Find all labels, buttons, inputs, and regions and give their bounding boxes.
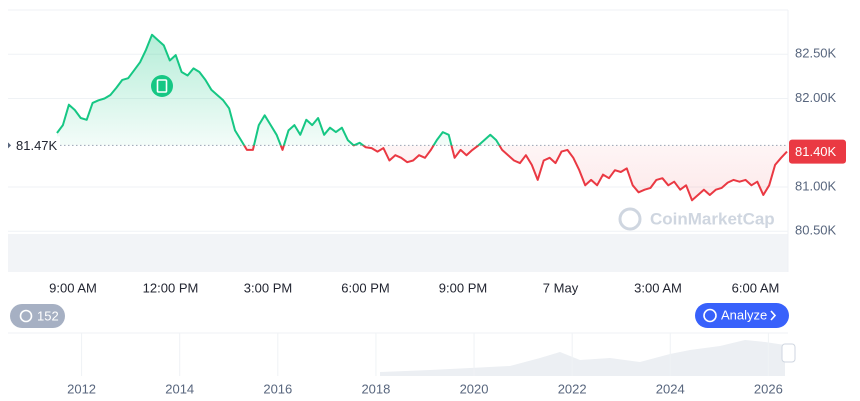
watermark: CoinMarketCap — [618, 207, 775, 231]
x-tick-label: 7 May — [543, 280, 579, 295]
x-tick-label: 12:00 PM — [143, 280, 199, 295]
navigator: 2012 2014 2016 2018 2020 2022 2024 2026 — [67, 333, 783, 396]
navigator-tick-label: 2016 — [263, 381, 292, 396]
baseline-arrow — [8, 142, 11, 149]
analyze-chevron — [770, 310, 777, 321]
last-price-label: 81.40K — [795, 144, 837, 159]
x-tick-label: 6:00 AM — [732, 280, 780, 295]
navigator-tick-label: 2024 — [656, 381, 685, 396]
note-icon — [151, 75, 173, 97]
plot: 80.50K 81.00K 82.00K 82.50K 81.47K 81.40K 9:00… — [8, 33, 846, 295]
x-tick-label: 3:00 AM — [634, 280, 682, 295]
last-price-badge — [789, 139, 846, 164]
note-marker — [151, 75, 173, 97]
volume-area — [8, 234, 788, 272]
navigator-tick-label: 2018 — [361, 381, 390, 396]
navigator-tick-label: 2026 — [754, 381, 783, 396]
analyze-label: Analyze — [721, 307, 767, 322]
y-tick-label: 82.00K — [795, 90, 837, 105]
x-tick-label: 3:00 PM — [244, 280, 292, 295]
navigator-handle[interactable] — [781, 343, 796, 363]
price-area — [57, 34, 787, 201]
analyze-button[interactable]: Analyze — [695, 303, 789, 328]
navigator-tick-label: 2014 — [165, 381, 194, 396]
analyze-icon — [703, 308, 717, 323]
x-tick-label: 6:00 PM — [341, 280, 389, 295]
watermark-logo — [618, 207, 642, 231]
history-badge[interactable]: 152 — [10, 304, 65, 328]
analyze-pill[interactable] — [695, 303, 789, 328]
history-pill[interactable] — [10, 304, 65, 328]
note-glyph — [156, 79, 168, 93]
baseline-label-bg — [10, 136, 60, 155]
x-tick-label: 9:00 PM — [439, 280, 487, 295]
history-icon — [19, 309, 33, 323]
navigator-area — [380, 340, 785, 376]
watermark-text: CoinMarketCap — [650, 209, 775, 228]
baseline-label: 81.47K — [16, 138, 58, 153]
price-line — [56, 33, 788, 202]
navigator-tick-label: 2012 — [67, 381, 96, 396]
navigator-tick-label: 2020 — [460, 381, 489, 396]
y-tick-label: 82.50K — [795, 46, 837, 61]
x-tick-label: 9:00 AM — [49, 280, 97, 295]
y-tick-label: 80.50K — [795, 223, 837, 238]
y-tick-label: 81.00K — [795, 178, 837, 193]
navigator-tick-label: 2022 — [558, 381, 587, 396]
history-count: 152 — [37, 308, 59, 323]
